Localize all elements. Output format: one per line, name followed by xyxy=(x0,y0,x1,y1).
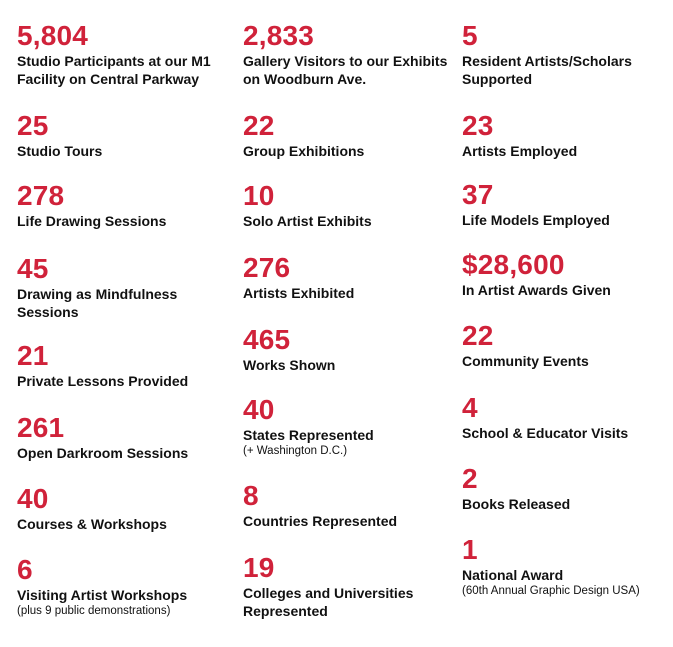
stat-item: 261 Open Darkroom Sessions xyxy=(17,414,242,462)
stat-note: (60th Annual Graphic Design USA) xyxy=(462,585,640,597)
stat-item: 10 Solo Artist Exhibits xyxy=(243,182,448,230)
stat-label: Colleges and Universities Represented xyxy=(243,585,414,619)
stat-item: 45 Drawing as Mindfulness Sessions xyxy=(17,255,242,321)
stat-value: 2,833 xyxy=(243,20,315,51)
stat-label: Resident Artists/Scholars Supported xyxy=(462,53,632,87)
stat-value: 5 xyxy=(462,20,478,51)
stat-item: 2,833 Gallery Visitors to our Exhibits on… xyxy=(243,22,448,88)
stat-item: 4 School & Educator Visits xyxy=(462,394,667,442)
stat-label: Artists Employed xyxy=(462,143,578,159)
stat-value: 1 xyxy=(462,534,478,565)
stat-label: Countries Represented xyxy=(243,513,398,529)
stat-note: (+ Washington D.C.) xyxy=(243,445,348,457)
stat-item: 23 Artists Employed xyxy=(462,112,667,160)
stat-label: Artists Exhibited xyxy=(243,285,355,301)
stat-label: Life Drawing Sessions xyxy=(17,213,167,229)
stat-value: $28,600 xyxy=(462,249,565,280)
stat-value: 21 xyxy=(17,340,49,371)
stat-value: 22 xyxy=(462,320,494,351)
stat-value: 5,804 xyxy=(17,20,89,51)
stat-label: Community Events xyxy=(462,353,589,369)
stat-label: Group Exhibitions xyxy=(243,143,365,159)
stat-item: 22 Community Events xyxy=(462,322,667,370)
stat-label: States Represented xyxy=(243,427,374,443)
stat-item: 40 States Represented (+ Washington D.C.) xyxy=(243,396,448,459)
stat-value: 37 xyxy=(462,179,494,210)
stat-label: Solo Artist Exhibits xyxy=(243,213,372,229)
stat-label: National Award xyxy=(462,567,564,583)
stat-item: 6 Visiting Artist Workshops (plus 9 public… xyxy=(17,556,242,619)
stat-label: Works Shown xyxy=(243,357,336,373)
stat-value: 465 xyxy=(243,324,291,355)
stat-value: 25 xyxy=(17,110,49,141)
stat-item: 19 Colleges and Universities Represented xyxy=(243,554,448,620)
stat-item: 8 Countries Represented xyxy=(243,482,448,530)
stat-value: 19 xyxy=(243,552,275,583)
stat-value: 276 xyxy=(243,252,291,283)
stat-item: 465 Works Shown xyxy=(243,326,448,374)
stat-value: 40 xyxy=(243,394,275,425)
stat-label: In Artist Awards Given xyxy=(462,282,611,298)
stat-item: 278 Life Drawing Sessions xyxy=(17,182,242,230)
stat-value: 6 xyxy=(17,554,33,585)
stat-label: Books Released xyxy=(462,496,571,512)
stat-value: 45 xyxy=(17,253,49,284)
stat-item: $28,600 In Artist Awards Given xyxy=(462,251,667,299)
stat-value: 22 xyxy=(243,110,275,141)
stat-value: 23 xyxy=(462,110,494,141)
stat-item: 40 Courses & Workshops xyxy=(17,485,242,533)
stat-item: 37 Life Models Employed xyxy=(462,181,667,229)
stat-label: School & Educator Visits xyxy=(462,425,629,441)
stat-item: 5,804 Studio Participants at our M1 Facil… xyxy=(17,22,242,88)
stat-item: 21 Private Lessons Provided xyxy=(17,342,242,390)
stat-label: Drawing as Mindfulness Sessions xyxy=(17,286,178,320)
stat-item: 5 Resident Artists/Scholars Supported xyxy=(462,22,667,88)
stat-value: 8 xyxy=(243,480,259,511)
stat-value: 10 xyxy=(243,180,275,211)
stat-label: Life Models Employed xyxy=(462,212,610,228)
stat-item: 1 National Award (60th Annual Graphic Desi… xyxy=(462,536,667,599)
stat-value: 2 xyxy=(462,463,478,494)
stat-label: Studio Tours xyxy=(17,143,103,159)
stat-label: Open Darkroom Sessions xyxy=(17,445,189,461)
stat-label: Courses & Workshops xyxy=(17,516,167,532)
stat-item: 25 Studio Tours xyxy=(17,112,242,160)
stat-item: 276 Artists Exhibited xyxy=(243,254,448,302)
stat-note: (plus 9 public demonstrations) xyxy=(17,605,171,617)
stat-label: Private Lessons Provided xyxy=(17,373,189,389)
stat-value: 261 xyxy=(17,412,65,443)
stat-label: Studio Participants at our M1 Facility o… xyxy=(17,53,211,87)
stat-label: Gallery Visitors to our Exhibits on Wood… xyxy=(243,53,448,87)
stat-value: 40 xyxy=(17,483,49,514)
stat-item: 2 Books Released xyxy=(462,465,667,513)
stat-item: 22 Group Exhibitions xyxy=(243,112,448,160)
stat-label: Visiting Artist Workshops xyxy=(17,587,188,603)
stat-value: 4 xyxy=(462,392,478,423)
stat-value: 278 xyxy=(17,180,65,211)
